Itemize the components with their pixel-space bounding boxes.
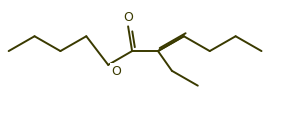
Text: O: O (111, 65, 121, 78)
Text: O: O (123, 11, 133, 24)
